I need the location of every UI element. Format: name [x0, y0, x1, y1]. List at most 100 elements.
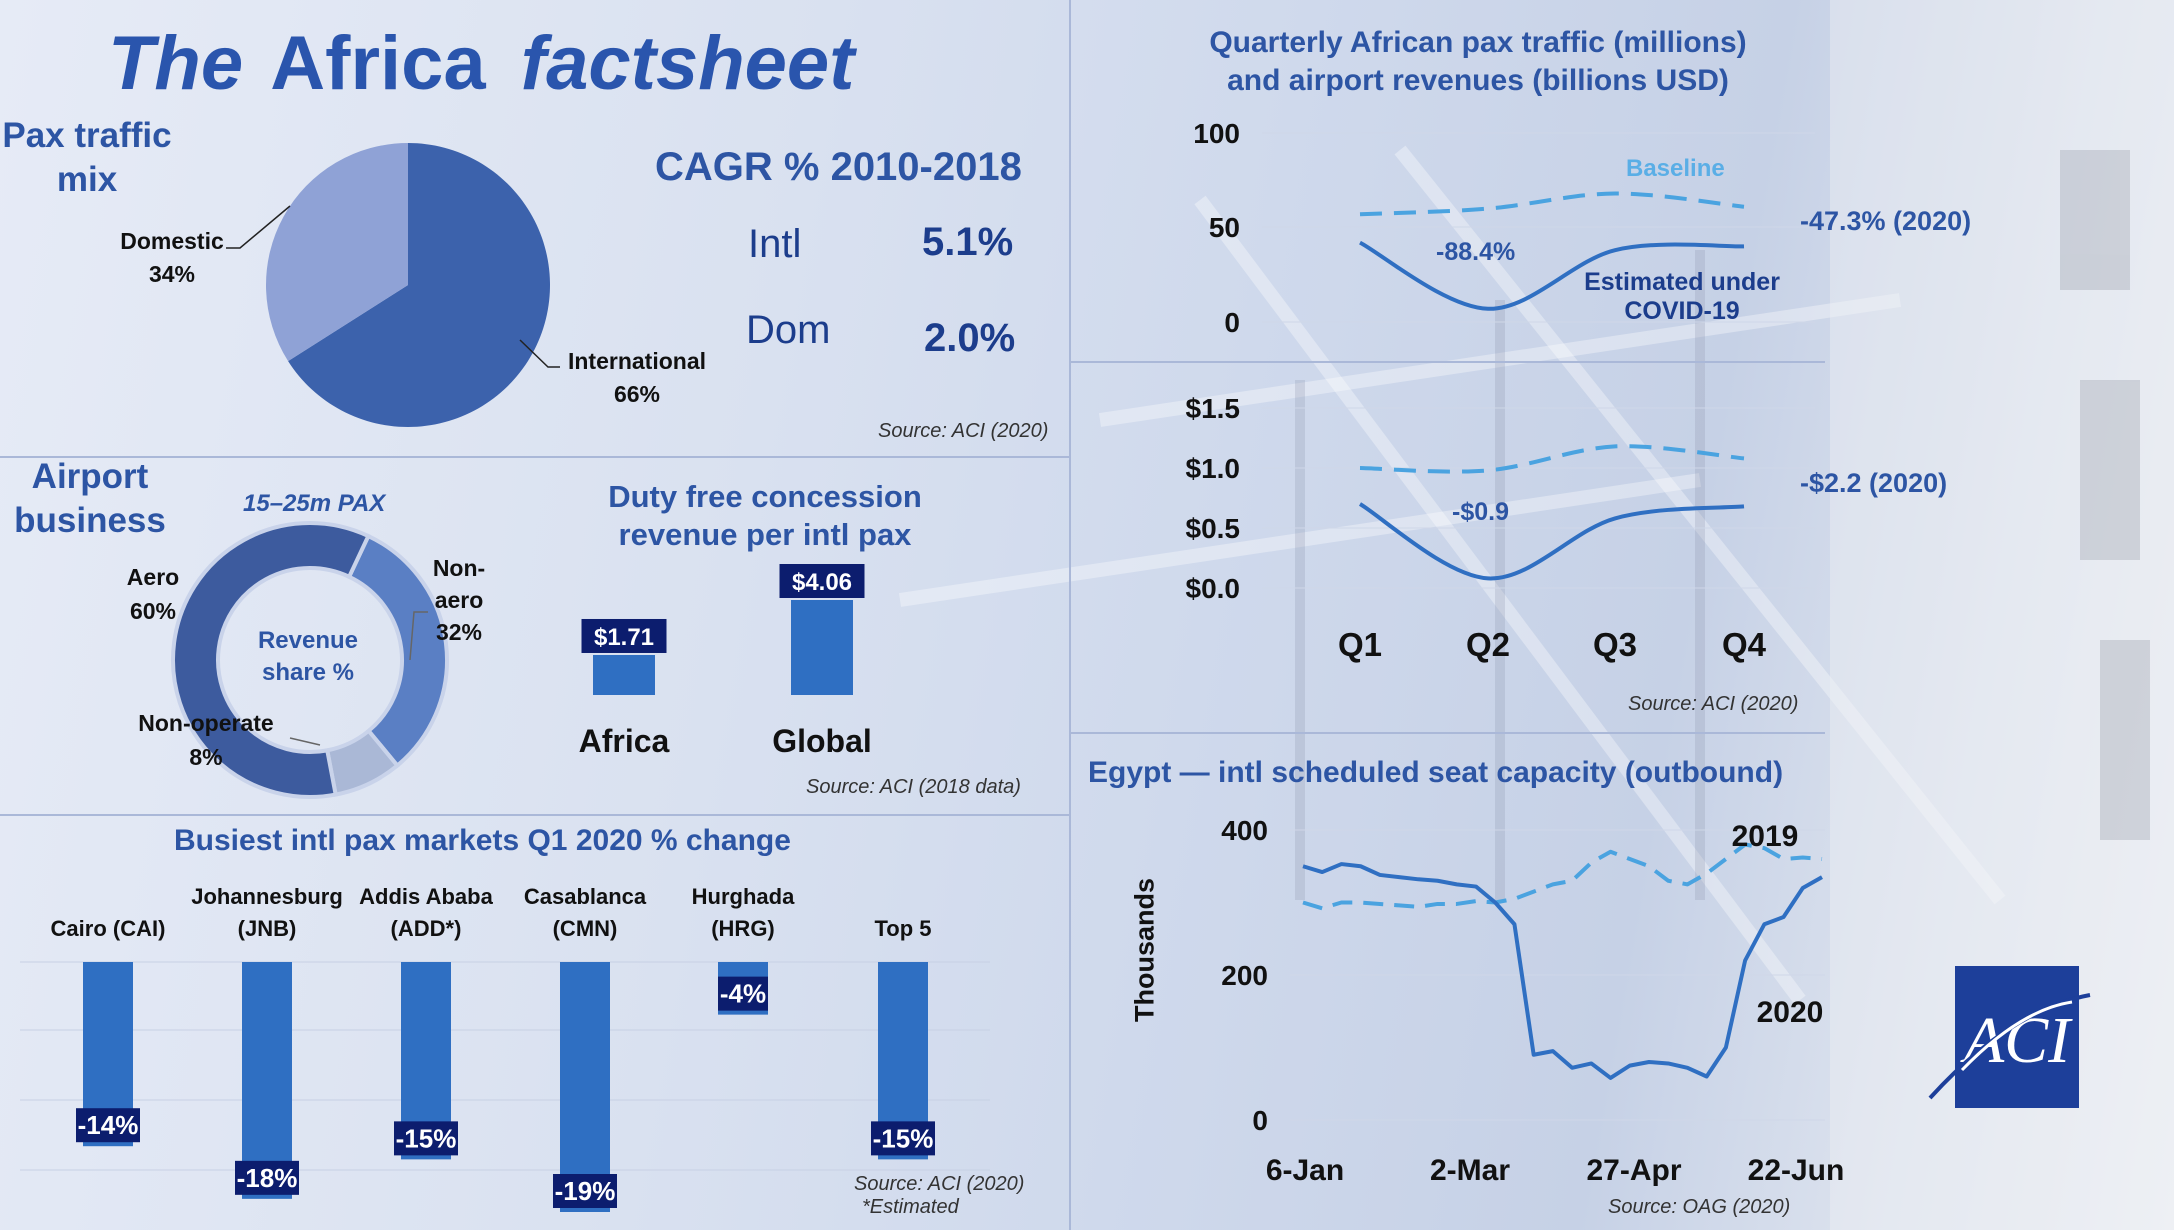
egypt-ytick: 200 [1221, 960, 1268, 991]
airport-business-label: Airport business [14, 457, 166, 540]
egypt-series-2019 [1302, 842, 1823, 911]
title-factsheet: factsheet [520, 21, 855, 106]
leader-nonaero [409, 611, 428, 661]
duty-label-box-global [779, 564, 865, 598]
duty-free-title: Duty free concession revenue per intl pax [608, 479, 922, 552]
busiest-label-box [718, 976, 768, 1011]
quarterly-title: Quarterly African pax traffic (millions)… [1209, 26, 1747, 97]
busiest-note: *Estimated [862, 1196, 959, 1218]
busiest-value-label: -14% [78, 1110, 139, 1140]
egypt-xtick: 2-Mar [1430, 1154, 1510, 1187]
quarter-label-q2: Q2 [1466, 626, 1510, 663]
page-title: The Africa factsheet [108, 20, 854, 107]
quarter-label-q1: Q1 [1338, 626, 1382, 663]
egypt-series-2020 [1302, 862, 1823, 1080]
rev-drop-label: -$0.9 [1452, 498, 1509, 526]
quarterly-ytick: 0 [1224, 307, 1240, 338]
quarterly-source: Source: ACI (2020) [1628, 693, 1799, 715]
duty-category-africa: Africa [579, 723, 670, 759]
pax-annual-label: -47.3% (2020) [1800, 206, 1972, 236]
covid-estimate-label: Estimated under COVID-19 [1584, 268, 1780, 325]
busiest-category-label: Hurghada (HRG) [692, 884, 795, 941]
quarterly-ytick: 50 [1209, 212, 1240, 243]
duty-category-global: Global [772, 723, 872, 759]
busiest-value-label: -4% [720, 979, 766, 1009]
busiest-bar [560, 962, 610, 1212]
busiest-value-label: -15% [873, 1123, 934, 1153]
busiest-label-box [235, 1160, 299, 1195]
quarterly-ytick: $1.5 [1186, 393, 1241, 424]
pie-slice-international [288, 143, 550, 428]
donut-center-label: Revenue share % [257, 627, 359, 686]
duty-label-global: $4.06 [792, 569, 852, 596]
busiest-value-label: -19% [555, 1176, 616, 1206]
busiest-category-label: Casablanca (CMN) [524, 884, 647, 941]
leader-international [519, 339, 560, 368]
busiest-value-label: -18% [237, 1163, 298, 1193]
egypt-legend-2019: 2019 [1732, 820, 1799, 853]
pie-slice-domestic [266, 143, 408, 362]
donut-label-aero: Aero 60% [126, 564, 180, 624]
cagr-dom-value: 2.0% [924, 316, 1016, 360]
egypt-xtick: 27-Apr [1586, 1154, 1681, 1187]
cagr-intl-value: 5.1% [922, 220, 1014, 264]
busiest-label-box [76, 1108, 140, 1143]
duty-free-source: Source: ACI (2018 data) [806, 776, 1021, 798]
donut-slice-non-aero [346, 533, 449, 769]
busiest-title: Busiest intl pax markets Q1 2020 % chang… [174, 824, 791, 857]
busiest-value-label: -15% [396, 1123, 457, 1153]
busiest-category-label: Johannesburg (JNB) [191, 884, 343, 941]
quarterly-ytick: $0.5 [1186, 513, 1241, 544]
egypt-title: Egypt — intl scheduled seat capacity (ou… [1088, 756, 1784, 789]
busiest-label-box [394, 1121, 458, 1156]
duty-label-africa: $1.71 [594, 624, 654, 651]
donut-label-nonaero: Non-aero 32% [432, 555, 486, 645]
rev-annual-label: -$2.2 (2020) [1800, 468, 1948, 498]
title-africa: Africa [270, 21, 486, 106]
pie-label-domestic: Domestic 34% [120, 228, 224, 287]
cagr-intl-label: Intl [748, 222, 802, 266]
busiest-source: Source: ACI (2020) [854, 1173, 1025, 1195]
duty-label-box-africa [581, 618, 667, 653]
cagr-title: CAGR % 2010-2018 [655, 145, 1022, 189]
pax-drop-label: -88.4% [1436, 238, 1516, 266]
cagr-dom-label: Dom [746, 308, 831, 352]
quarter-label-q3: Q3 [1593, 626, 1637, 663]
egypt-xtick: 22-Jun [1748, 1154, 1845, 1187]
quarterly-ytick: $0.0 [1186, 573, 1241, 604]
pax-mix-source: Source: ACI (2020) [878, 420, 1049, 442]
leader-nonoperate [289, 737, 321, 746]
donut-subtitle: 15–25m PAX [243, 490, 386, 517]
quarterly-series-solid [1359, 240, 1745, 311]
aci-logo-text: ACI [1960, 1004, 2073, 1077]
pie-label-international: International 66% [567, 348, 706, 407]
duty-bar-global [791, 600, 853, 695]
busiest-category-label: Addis Ababa (ADD*) [359, 884, 493, 941]
quarterly-ytick: 100 [1193, 118, 1240, 149]
aci-logo-swoosh-inner [1960, 1000, 2073, 1072]
quarterly-series-solid [1358, 502, 1745, 581]
quarterly-ytick: $1.0 [1186, 453, 1241, 484]
busiest-bar [242, 962, 292, 1199]
egypt-ytick: 400 [1221, 815, 1268, 846]
donut-slice-aero [171, 521, 371, 799]
busiest-label-box [553, 1174, 617, 1208]
pax-mix-label: Pax traffic mix [2, 116, 172, 199]
quarter-label-q4: Q4 [1722, 626, 1767, 663]
egypt-source: Source: OAG (2020) [1608, 1196, 1791, 1218]
title-the: The [108, 21, 244, 106]
busiest-category-label: Top 5 [874, 916, 931, 941]
leader-domestic [226, 205, 291, 249]
busiest-label-box [871, 1121, 935, 1156]
baseline-label: Baseline [1626, 155, 1725, 182]
duty-bar-africa [593, 654, 655, 695]
egypt-legend-2020: 2020 [1757, 996, 1824, 1029]
